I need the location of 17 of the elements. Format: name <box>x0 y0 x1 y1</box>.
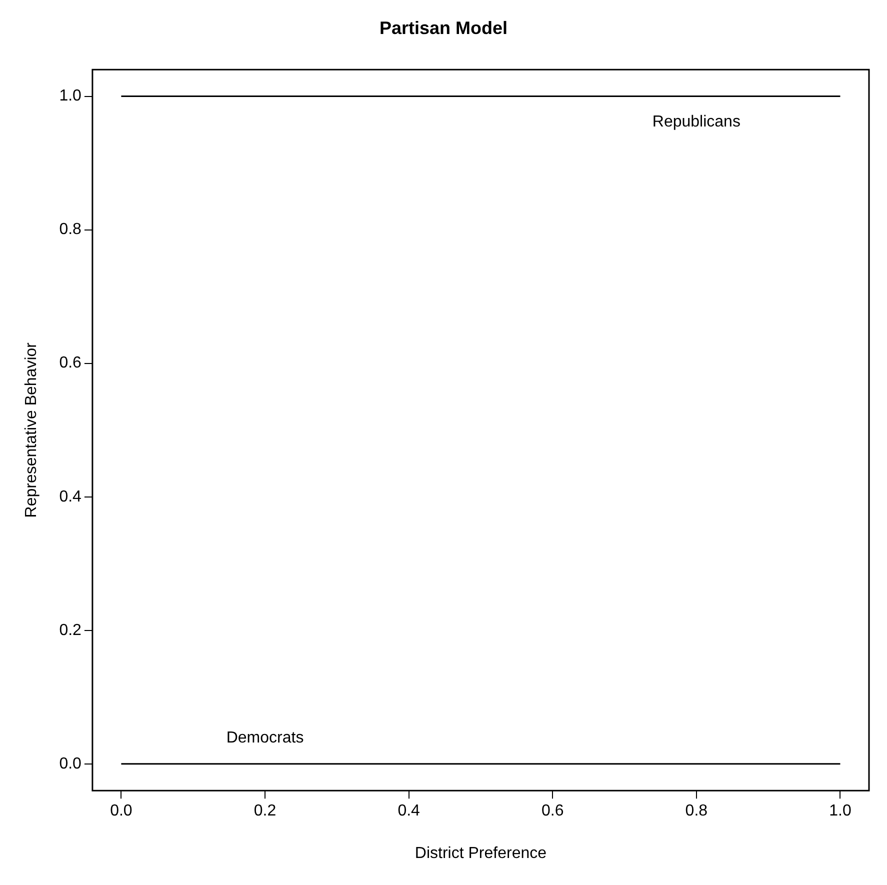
y-tick-label: 0.6 <box>59 354 82 372</box>
x-tick-label: 1.0 <box>829 802 852 820</box>
y-tick-label: 0.2 <box>59 622 82 639</box>
y-tick-label: 0.8 <box>59 221 82 238</box>
y-tick-label: 1.0 <box>59 88 82 105</box>
series-label: Democrats <box>226 729 304 746</box>
x-tick-label: 0.6 <box>542 802 564 820</box>
y-tick-label: 0.0 <box>59 755 82 772</box>
chart-title: Partisan Model <box>379 18 508 38</box>
y-axis-title: Representative Behavior <box>23 342 40 518</box>
x-axis-title: District Preference <box>414 844 547 862</box>
y-tick-label: 0.4 <box>59 488 82 506</box>
x-tick-label: 0.8 <box>685 802 708 820</box>
series-label: Republicans <box>652 114 740 131</box>
x-tick-label: 0.2 <box>254 802 276 820</box>
x-tick-label: 0.4 <box>398 802 420 820</box>
x-tick-label: 0.0 <box>110 802 132 820</box>
